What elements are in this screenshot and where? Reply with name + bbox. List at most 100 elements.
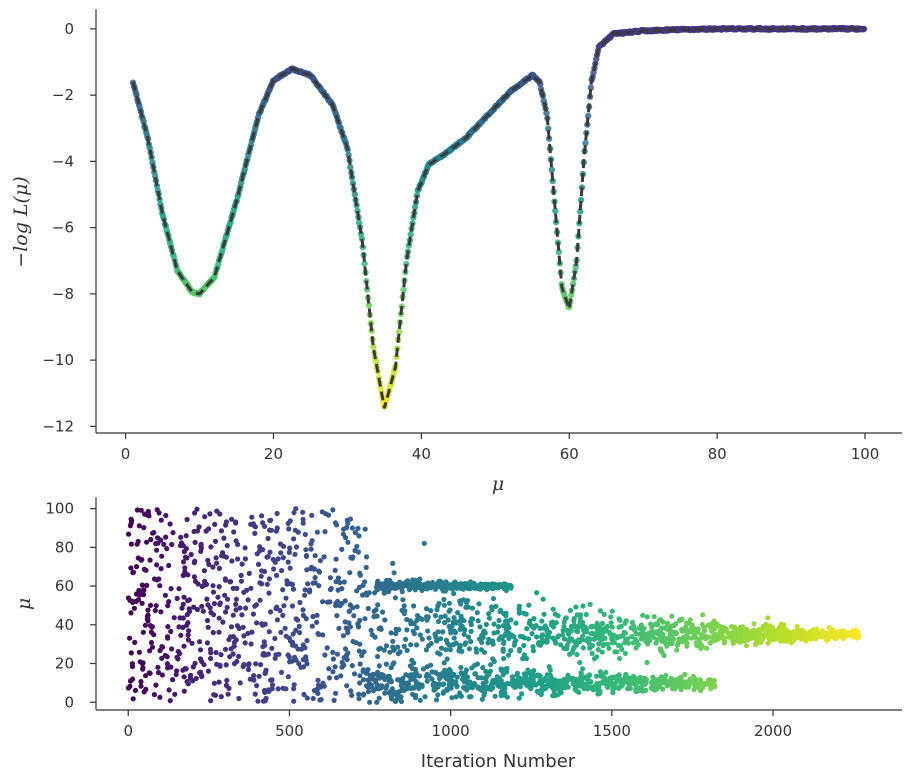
trace-point (682, 625, 689, 631)
trace-point (395, 677, 401, 683)
trace-point (302, 592, 308, 598)
trace-point (364, 592, 370, 598)
trace-point (155, 670, 162, 676)
trace-point (235, 541, 241, 548)
trace-point (553, 620, 559, 626)
trace-point (826, 636, 832, 642)
trace-point (434, 638, 440, 644)
trace-point (609, 608, 615, 614)
trace-point (125, 595, 132, 601)
trace-point (176, 624, 182, 630)
trace-point (134, 541, 140, 547)
trace-point (618, 623, 624, 630)
trace-point (164, 546, 170, 552)
trace-point (266, 590, 272, 596)
trace-point (153, 541, 159, 547)
trace-point (157, 694, 163, 700)
trace-point (629, 634, 635, 640)
trace-point (606, 629, 612, 635)
trace-point (537, 642, 544, 648)
trace-point (577, 659, 583, 666)
trace-point (781, 633, 787, 639)
top-y-tick-label: −2 (52, 86, 74, 104)
trace-point (750, 628, 756, 634)
trace-point (229, 516, 235, 522)
trace-point (630, 680, 636, 686)
trace-point (489, 604, 495, 610)
trace-point (214, 560, 220, 566)
trace-point (228, 624, 235, 630)
trace-point (140, 629, 146, 635)
trace-point (347, 570, 353, 576)
trace-point (600, 643, 606, 649)
trace-point (650, 674, 656, 680)
sample-point (407, 231, 414, 238)
trace-point (648, 685, 655, 691)
trace-point (308, 541, 314, 547)
trace-point (487, 668, 493, 674)
trace-point (285, 652, 291, 658)
trace-point (411, 621, 417, 627)
trace-point (356, 696, 362, 702)
bottom-x-tick-label: 500 (275, 722, 304, 740)
trace-point (531, 616, 537, 622)
trace-point (435, 618, 441, 625)
trace-point (546, 664, 552, 670)
trace-point (259, 621, 265, 627)
trace-point (180, 624, 186, 631)
trace-point (320, 632, 326, 638)
trace-point (410, 583, 416, 589)
trace-point (583, 611, 589, 618)
trace-point (128, 541, 134, 547)
trace-point (146, 670, 152, 676)
trace-point (525, 636, 532, 642)
trace-point (608, 620, 614, 626)
trace-point (354, 604, 360, 610)
trace-point (634, 680, 640, 686)
trace-point (417, 697, 423, 703)
trace-point (145, 612, 151, 618)
trace-point (521, 642, 527, 649)
top-y-tick-label: −4 (52, 152, 74, 170)
trace-point (195, 581, 201, 587)
trace-point (162, 592, 168, 598)
trace-point (375, 669, 381, 675)
trace-point (287, 518, 293, 524)
trace-point (336, 625, 342, 632)
trace-point (229, 558, 235, 564)
trace-point (321, 683, 327, 689)
trace-point (425, 614, 431, 620)
trace-point (330, 656, 336, 662)
trace-point (233, 520, 239, 526)
trace-point (558, 642, 564, 648)
trace-point (552, 638, 558, 644)
trace-point (570, 681, 576, 687)
trace-point (599, 629, 606, 635)
trace-point (580, 666, 586, 672)
trace-point (312, 575, 318, 581)
trace-point (480, 635, 486, 641)
trace-point (400, 675, 406, 681)
trace-point (441, 596, 447, 603)
top-x-tick-label: 40 (412, 445, 431, 463)
trace-point (256, 673, 262, 679)
trace-point (294, 617, 301, 623)
trace-point (449, 695, 455, 701)
trace-point (172, 691, 178, 697)
trace-point (395, 651, 401, 657)
trace-point (302, 587, 308, 593)
trace-point (181, 674, 187, 680)
trace-point (432, 613, 439, 619)
trace-point (493, 584, 499, 590)
trace-point (377, 645, 383, 651)
trace-point (681, 634, 688, 640)
trace-point (192, 539, 198, 546)
trace-point (216, 615, 222, 621)
trace-point (342, 646, 349, 652)
trace-point (351, 613, 357, 619)
trace-point (435, 629, 441, 635)
trace-point (478, 675, 484, 681)
trace-point (517, 633, 524, 639)
trace-point (639, 634, 645, 640)
trace-point (389, 696, 395, 702)
